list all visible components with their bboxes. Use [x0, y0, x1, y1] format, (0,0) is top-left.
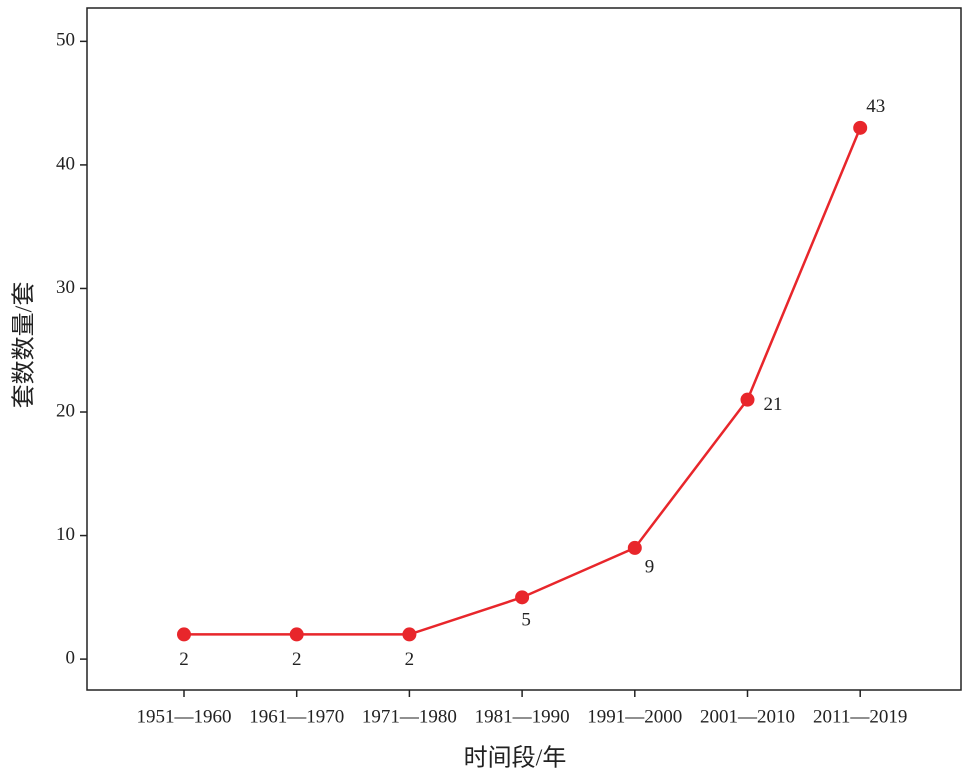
- data-point: [177, 627, 191, 642]
- data-point: [853, 120, 868, 135]
- data-label: 2: [179, 649, 189, 670]
- series-line: [184, 127, 862, 636]
- y-tick-label: 0: [66, 647, 76, 668]
- data-label: 9: [645, 556, 655, 577]
- data-point: [740, 392, 755, 407]
- plot-frame: [86, 7, 962, 691]
- data-label: 2: [292, 649, 302, 670]
- x-tick-label: 1971—1980: [362, 706, 457, 727]
- data-point: [289, 627, 304, 642]
- x-tick-label: 2001—2010: [700, 706, 795, 727]
- data-point: [627, 540, 642, 555]
- y-tick-label: 30: [56, 277, 75, 298]
- data-label: 2: [405, 649, 415, 670]
- x-tick-label: 1961—1970: [249, 706, 344, 727]
- x-tick-label: 1951—1960: [137, 706, 232, 727]
- data-label: 43: [866, 96, 885, 117]
- y-tick-label: 40: [56, 153, 75, 174]
- data-label: 5: [521, 610, 531, 631]
- y-tick-label: 20: [56, 400, 75, 421]
- y-tick-label: 10: [56, 524, 75, 545]
- x-tick-label: 2011—2019: [813, 706, 907, 727]
- x-tick-label: 1991—2000: [587, 706, 682, 727]
- data-point: [515, 590, 530, 605]
- data-label: 21: [764, 394, 783, 415]
- y-tick-label: 50: [56, 30, 75, 51]
- x-tick-label: 1981—1990: [475, 706, 570, 727]
- y-axis-title: 套数数量/套: [11, 282, 38, 409]
- x-axis-title: 时间段/年: [464, 745, 567, 772]
- data-point: [402, 627, 417, 642]
